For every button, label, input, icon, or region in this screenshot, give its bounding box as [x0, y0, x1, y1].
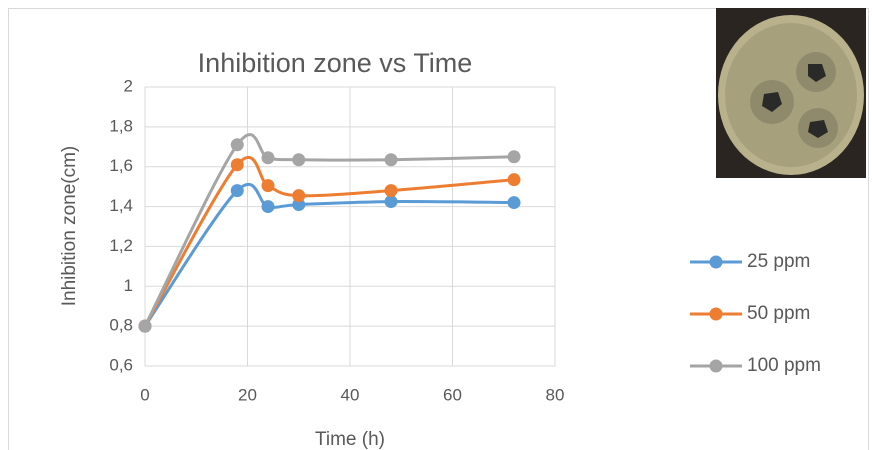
y-tick-label: 1 [124, 276, 133, 295]
data-point [508, 173, 521, 186]
y-tick-label: 2 [124, 76, 133, 95]
series-line [145, 184, 514, 326]
data-point [292, 189, 305, 202]
x-tick-label: 60 [443, 385, 462, 404]
series-line [145, 135, 514, 327]
x-axis-label: Time (h) [315, 429, 385, 450]
chart-title: Inhibition zone vs Time [198, 48, 473, 78]
data-point [292, 153, 305, 166]
x-tick-label: 40 [341, 385, 360, 404]
data-point [231, 158, 244, 171]
legend-marker [710, 360, 723, 373]
y-tick-label: 1,2 [109, 236, 133, 255]
data-point [262, 151, 275, 164]
x-tick-label: 0 [140, 385, 149, 404]
data-point [139, 320, 152, 333]
x-tick-label: 80 [546, 385, 565, 404]
data-point [231, 184, 244, 197]
legend-label: 50 ppm [747, 303, 810, 324]
y-axis-label: Inhibition zone(cm) [59, 146, 80, 307]
y-tick-label: 0,8 [109, 316, 133, 335]
photo [716, 8, 866, 178]
data-point [385, 184, 398, 197]
legend-marker [710, 308, 723, 321]
data-point [508, 150, 521, 163]
legend-label: 100 ppm [747, 355, 821, 376]
legend-marker [710, 256, 723, 269]
data-point [262, 200, 275, 213]
y-tick-label: 1,4 [109, 196, 133, 215]
legend-label: 25 ppm [747, 251, 810, 272]
chart: Inhibition zone vs Time Time (h) Inhibit… [0, 0, 872, 450]
y-tick-label: 1,8 [109, 116, 133, 135]
data-point [231, 138, 244, 151]
data-point [508, 196, 521, 209]
y-tick-label: 1,6 [109, 156, 133, 175]
y-tick-label: 0,6 [109, 355, 133, 374]
data-point [262, 179, 275, 192]
data-point [385, 153, 398, 166]
x-tick-label: 20 [238, 385, 257, 404]
